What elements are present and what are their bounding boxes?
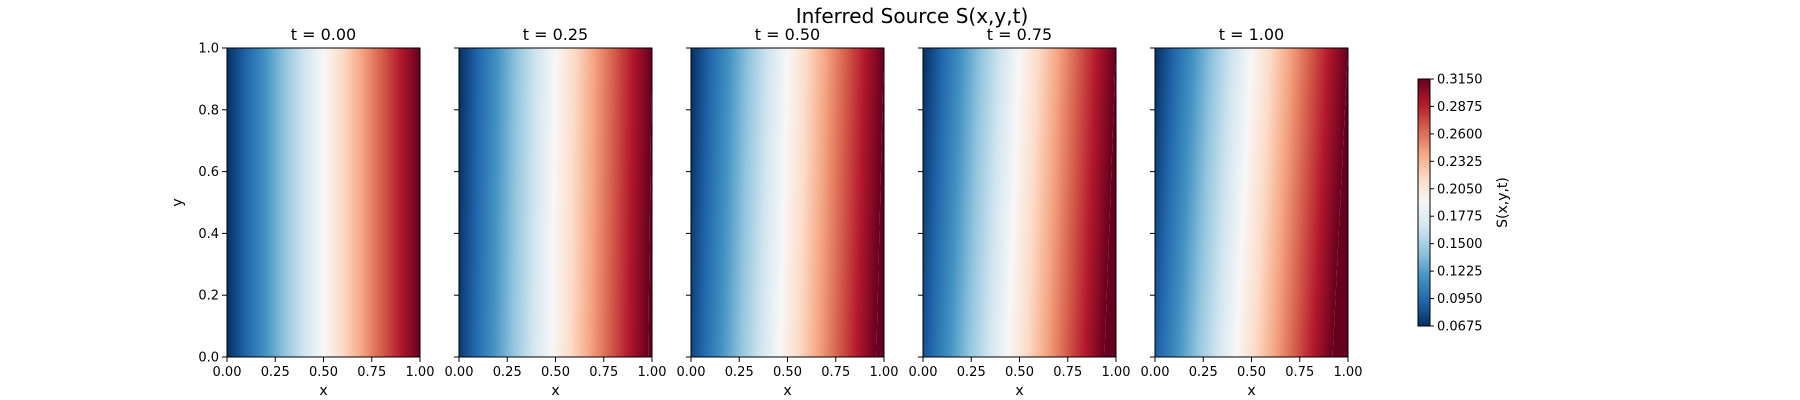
colorbar-gradient	[1417, 78, 1431, 327]
heatmap-image	[1155, 48, 1348, 357]
heatmap-field-low	[34, 48, 227, 357]
heatmap-field	[459, 48, 652, 357]
heatmap-image	[459, 48, 652, 357]
y-tick-label: 1.0	[198, 42, 219, 57]
panel-title: t = 0.25	[523, 25, 588, 44]
x-axis-label: x	[1247, 383, 1255, 399]
x-axis-label: x	[1015, 383, 1023, 399]
x-tick-label: 0.25	[1189, 365, 1218, 380]
y-tick-label: 0.8	[198, 103, 219, 118]
x-tick-label: 0.00	[213, 365, 242, 380]
x-tick-label: 1.00	[406, 365, 435, 380]
x-tick-label: 0.50	[773, 365, 802, 380]
x-tick-label: 0.25	[725, 365, 754, 380]
x-tick-label: 0.75	[357, 365, 386, 380]
x-tick-label: 1.00	[1102, 365, 1131, 380]
colorbar-tick-label: 0.0675	[1437, 320, 1483, 335]
y-tick-label: 0.2	[198, 289, 219, 304]
heatmap-panel-4: t = 1.00 0.00 0.25 0.50 0.75 1.00 x	[1141, 25, 1363, 399]
panel-title: t = 0.75	[987, 25, 1052, 44]
colorbar-tick-label: 0.1775	[1437, 210, 1483, 225]
colorbar-tick-label: 0.2050	[1437, 182, 1483, 197]
x-tick-label: 0.50	[1005, 365, 1034, 380]
x-tick-label: 0.75	[589, 365, 618, 380]
y-tick-label: 0.0	[198, 351, 219, 366]
x-tick-label: 0.00	[445, 365, 474, 380]
y-tick-label: 0.4	[198, 227, 219, 242]
heatmap-image	[691, 48, 884, 357]
x-tick-label: 1.00	[1334, 365, 1363, 380]
colorbar-tick-label: 0.3150	[1437, 73, 1483, 88]
x-axis-label: x	[319, 383, 327, 399]
heatmap-field	[1155, 48, 1348, 357]
x-axis-label: x	[783, 383, 791, 399]
x-tick-label: 0.25	[493, 365, 522, 380]
colorbar-tick-label: 0.1225	[1437, 265, 1483, 280]
heatmap-panel-0: t = 0.00 0.00 0.25 0.50 0.75 1.00 x 0.0 0.2 0.4 0.…	[34, 25, 435, 399]
y-tick-label: 0.6	[198, 165, 219, 180]
heatmap-field	[227, 48, 420, 357]
heatmap-panel-2: t = 0.50 0.00 0.25 0.50 0.75 1.00 x	[677, 25, 899, 399]
colorbar-tick-label: 0.1500	[1437, 237, 1483, 252]
heatmap-field	[923, 48, 1116, 357]
heatmap-image	[923, 48, 1116, 357]
panel-title: t = 1.00	[1219, 25, 1284, 44]
y-axis-label: y	[170, 198, 186, 206]
x-tick-label: 0.75	[1053, 365, 1082, 380]
x-axis-label: x	[551, 383, 559, 399]
colorbar-label: S(x,y,t)	[1495, 177, 1511, 228]
x-tick-label: 0.50	[541, 365, 570, 380]
heatmap-panel-3: t = 0.75 0.00 0.25 0.50 0.75 1.00 x	[909, 25, 1131, 399]
panel-title: t = 0.00	[291, 25, 356, 44]
x-tick-label: 0.50	[1237, 365, 1266, 380]
heatmap-image	[34, 48, 420, 357]
x-tick-label: 0.00	[909, 365, 938, 380]
figure-title: Inferred Source S(x,y,t)	[796, 4, 1029, 28]
heatmap-panel-1: t = 0.25 0.00 0.25 0.50 0.75 1.00 x	[445, 25, 667, 399]
x-tick-label: 1.00	[638, 365, 667, 380]
x-tick-label: 0.25	[261, 365, 290, 380]
colorbar-tick-label: 0.2600	[1437, 127, 1483, 142]
colorbar-tick-label: 0.2325	[1437, 155, 1483, 170]
colorbar-tick-label: 0.2875	[1437, 100, 1483, 115]
x-tick-label: 1.00	[870, 365, 899, 380]
panel-title: t = 0.50	[755, 25, 820, 44]
x-tick-label: 0.00	[1141, 365, 1170, 380]
x-tick-label: 0.75	[821, 365, 850, 380]
colorbar-tick-label: 0.0950	[1437, 292, 1483, 307]
x-tick-label: 0.25	[957, 365, 986, 380]
heatmap-field	[691, 48, 884, 357]
x-tick-label: 0.75	[1285, 365, 1314, 380]
x-tick-label: 0.00	[677, 365, 706, 380]
x-tick-label: 0.50	[309, 365, 338, 380]
